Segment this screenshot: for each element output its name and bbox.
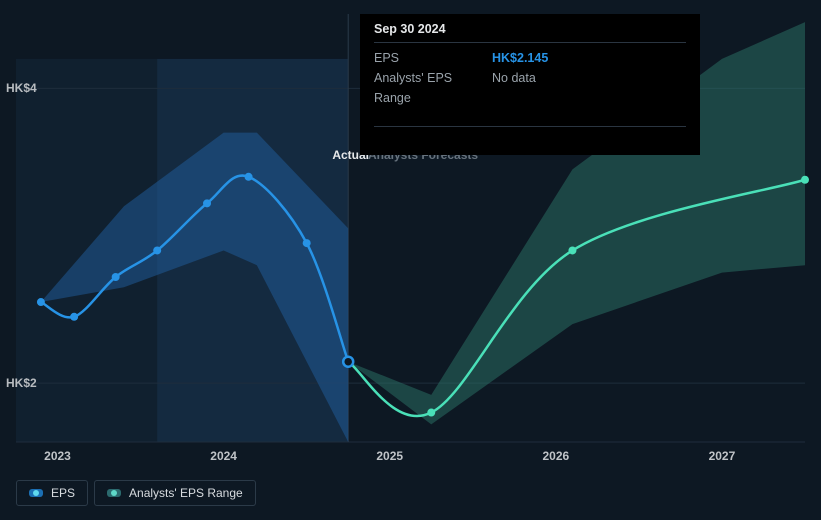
tooltip-label: EPS	[374, 48, 492, 68]
legend-item-range[interactable]: Analysts' EPS Range	[94, 480, 256, 506]
tooltip-value: No data	[492, 68, 536, 108]
x-axis-tick: 2024	[210, 449, 237, 463]
y-axis-tick: HK$2	[6, 376, 37, 390]
legend-swatch	[29, 489, 43, 497]
tooltip-row-range: Analysts' EPS Range No data	[374, 68, 686, 108]
tooltip-date: Sep 30 2024	[374, 22, 686, 43]
chart-legend: EPS Analysts' EPS Range	[16, 480, 256, 506]
eps-forecast-chart: { "chart": { "type": "line+area", "width…	[0, 0, 821, 520]
x-axis-tick: 2023	[44, 449, 71, 463]
legend-swatch	[107, 489, 121, 497]
tooltip-value: HK$2.145	[492, 48, 548, 68]
x-axis-tick: 2025	[376, 449, 403, 463]
tooltip-row-eps: EPS HK$2.145	[374, 48, 686, 68]
chart-tooltip: Sep 30 2024 EPS HK$2.145 Analysts' EPS R…	[360, 14, 700, 155]
legend-label: EPS	[51, 486, 75, 500]
legend-item-eps[interactable]: EPS	[16, 480, 88, 506]
x-axis-tick: 2027	[709, 449, 736, 463]
y-axis-tick: HK$4	[6, 81, 37, 95]
tooltip-label: Analysts' EPS Range	[374, 68, 492, 108]
legend-label: Analysts' EPS Range	[129, 486, 243, 500]
x-axis-tick: 2026	[542, 449, 569, 463]
